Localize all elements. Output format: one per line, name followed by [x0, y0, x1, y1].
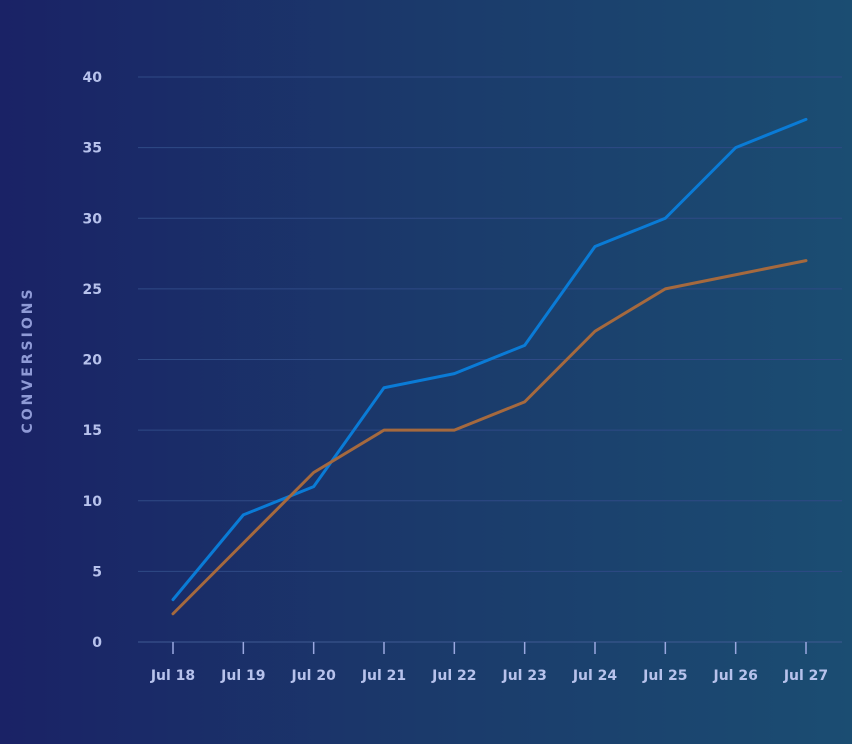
x-axis: Jul 18 Jul 19 Jul 20 Jul 21 Jul 22 Jul 23 Jul …	[150, 642, 828, 684]
series-line-1	[171, 117, 808, 602]
x-tick-label: Jul 22	[431, 668, 476, 684]
series-lines	[171, 117, 808, 616]
y-tick-label: 0	[92, 635, 102, 651]
x-tick-label: Jul 21	[361, 668, 406, 684]
x-tick-label: Jul 20	[290, 668, 336, 684]
y-tick-label: 5	[92, 564, 102, 580]
x-tick-label: Jul 23	[501, 668, 546, 684]
y-tick-labels: 0 5 10 15 20 25 30 35 40	[83, 70, 103, 651]
x-tick-label: Jul 25	[642, 668, 687, 684]
y-tick-label: 30	[83, 211, 103, 227]
x-tick-label: Jul 27	[783, 668, 828, 684]
series-line-2	[171, 259, 808, 616]
x-tick-label: Jul 26	[712, 668, 757, 684]
y-axis-title: CONVERSIONS	[20, 286, 36, 433]
y-tick-label: 10	[83, 494, 103, 510]
y-tick-label: 15	[83, 423, 102, 439]
x-tick-label: Jul 19	[220, 668, 265, 684]
y-tick-label: 35	[83, 141, 102, 157]
x-tick-label: Jul 24	[572, 668, 618, 684]
y-tick-label: 40	[83, 70, 103, 86]
x-tick-label: Jul 18	[150, 668, 195, 684]
y-tick-label: 20	[83, 353, 103, 369]
y-tick-label: 25	[83, 282, 102, 298]
